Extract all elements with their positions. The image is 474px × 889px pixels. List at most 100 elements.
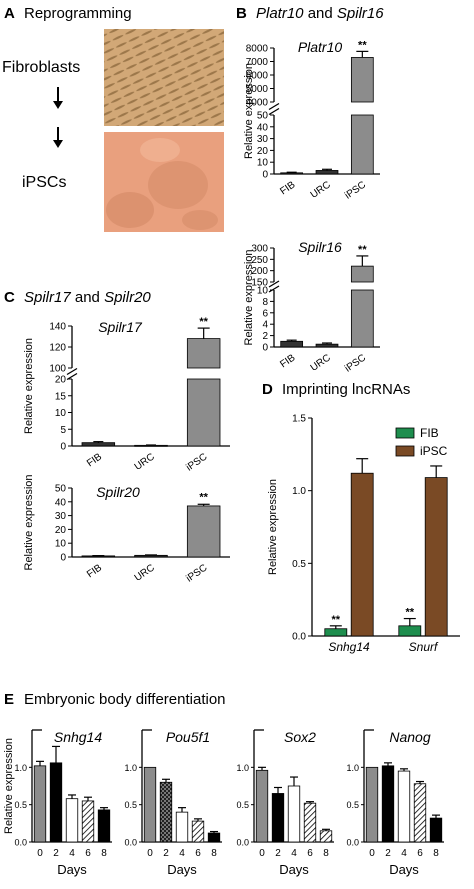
significance-label: ** xyxy=(332,614,341,626)
panel-b-title-gene1: Platr10 xyxy=(256,5,304,22)
panel-e-letter: E xyxy=(4,691,14,708)
y-tick-label: 0.5 xyxy=(124,800,137,810)
chart-snhg14: 0.0 0.5 1.0 0 2 4 6 8 Snhg14 Days Relative express… xyxy=(3,729,112,877)
significance-label: ** xyxy=(358,244,367,256)
y-tick-label: 15 xyxy=(55,391,67,402)
bar-day-4 xyxy=(65,798,79,843)
y-tick-label: 1.0 xyxy=(124,763,137,773)
legend-swatch-fib xyxy=(395,427,415,439)
x-tick-label: 0 xyxy=(37,848,43,859)
significance-label: ** xyxy=(406,607,415,619)
y-tick-label: 5000 xyxy=(246,84,269,95)
y-tick-label: 30 xyxy=(257,134,269,145)
axis-break-mark xyxy=(268,107,280,116)
y-axis-label: Relative expression xyxy=(23,338,35,434)
chart-title: Platr10 xyxy=(298,39,343,55)
panel-b-title-gene2: Spilr16 xyxy=(337,5,384,22)
x-tick-label: iPSC xyxy=(343,352,368,374)
bar-day-8 xyxy=(319,830,333,843)
y-tick-label: 40 xyxy=(55,497,67,508)
x-tick-label: FIB xyxy=(278,352,297,370)
fibroblasts-label: Fibroblasts xyxy=(2,59,80,76)
y-tick-label: 10 xyxy=(257,286,269,297)
legend-swatch-ipsc xyxy=(395,445,415,457)
bar-day-0 xyxy=(365,766,379,843)
panel-c-title-and: and xyxy=(71,289,104,306)
y-tick-label: 1.0 xyxy=(346,763,359,773)
y-tick-label: 0.0 xyxy=(124,838,137,848)
ipscs-label: iPSCs xyxy=(22,174,66,191)
y-tick-label: 0 xyxy=(262,343,268,354)
y-tick-label: 10 xyxy=(55,539,67,550)
panel-c-letter: C xyxy=(4,289,15,306)
bar-ipsc-snhg14 xyxy=(350,472,374,637)
down-arrow-icon xyxy=(53,127,63,148)
panel-e: E Embryonic body differentiation xyxy=(4,691,226,708)
axis-break-mark xyxy=(268,285,280,293)
y-tick-label: 4 xyxy=(262,320,268,331)
y-tick-label: 120 xyxy=(49,343,66,354)
axis-break-mark xyxy=(268,280,280,288)
x-tick-label: URC xyxy=(309,179,333,200)
significance-label: ** xyxy=(199,491,208,503)
panel-d-title: Imprinting lncRNAs xyxy=(282,381,410,398)
x-tick-label: 4 xyxy=(69,848,75,859)
y-tick-label: 0.5 xyxy=(292,559,306,570)
x-tick-label: 4 xyxy=(179,848,185,859)
y-tick-label: 50 xyxy=(257,111,269,122)
y-axis-label: Relative expression xyxy=(3,738,15,834)
x-tick-label: 6 xyxy=(85,848,91,859)
y-tick-label: 200 xyxy=(251,266,268,277)
y-tick-label: 20 xyxy=(257,146,269,157)
bar-fib xyxy=(81,442,116,447)
bar-fib xyxy=(280,172,304,175)
x-tick-label: 2 xyxy=(163,848,169,859)
significance-label: ** xyxy=(199,316,208,328)
axis-break-mark xyxy=(268,102,280,111)
panel-b: B Platr10 and Spilr16 xyxy=(236,5,384,22)
y-tick-label: 0 xyxy=(60,553,66,564)
y-tick-label: 100 xyxy=(49,364,66,375)
bar-day-8 xyxy=(429,817,443,843)
y-tick-label: 0.0 xyxy=(346,838,359,848)
x-axis-label: Days xyxy=(167,862,197,877)
panel-a-letter: A xyxy=(4,5,15,22)
y-tick-label: 0 xyxy=(262,170,268,181)
panel-c-title: Spilr17 and Spilr20 xyxy=(24,289,151,306)
bar-ipsc-upper xyxy=(350,265,374,283)
x-tick-label: 6 xyxy=(417,848,423,859)
y-tick-label: 1.0 xyxy=(236,763,249,773)
bar-fib-snurf xyxy=(398,625,422,637)
y-tick-label: 50 xyxy=(55,484,67,495)
panel-d-letter: D xyxy=(262,381,273,398)
bar-ipsc-snurf xyxy=(424,477,448,637)
y-tick-label: 300 xyxy=(251,244,268,255)
y-tick-label: 6000 xyxy=(246,71,269,82)
x-axis-label: Days xyxy=(57,862,87,877)
x-axis-label: Days xyxy=(389,862,419,877)
x-tick-label: 2 xyxy=(53,848,59,859)
axis-break-mark xyxy=(66,367,78,376)
bar-day-6 xyxy=(413,783,427,843)
x-tick-label: 8 xyxy=(433,848,439,859)
bar-day-6 xyxy=(191,820,205,843)
chart-title: Nanog xyxy=(389,729,430,745)
bar-ipsc xyxy=(186,505,221,558)
y-tick-label: 140 xyxy=(49,322,66,333)
bar-day-6 xyxy=(303,802,317,843)
x-tick-label: FIB xyxy=(85,562,104,580)
bar-day-2 xyxy=(49,762,63,843)
panel-d: D Imprinting lncRNAs xyxy=(262,381,410,398)
x-tick-label: Snurf xyxy=(409,640,439,654)
panel-b-letter: B xyxy=(236,5,247,22)
panel-e-title: Embryonic body differentiation xyxy=(24,691,226,708)
bar-day-0 xyxy=(143,766,157,843)
y-tick-label: 1.0 xyxy=(14,763,27,773)
y-tick-label: 0.0 xyxy=(236,838,249,848)
y-tick-label: 8 xyxy=(262,297,268,308)
panel-b-title-and: and xyxy=(304,5,337,22)
panel-b-title: Platr10 and Spilr16 xyxy=(256,5,384,22)
